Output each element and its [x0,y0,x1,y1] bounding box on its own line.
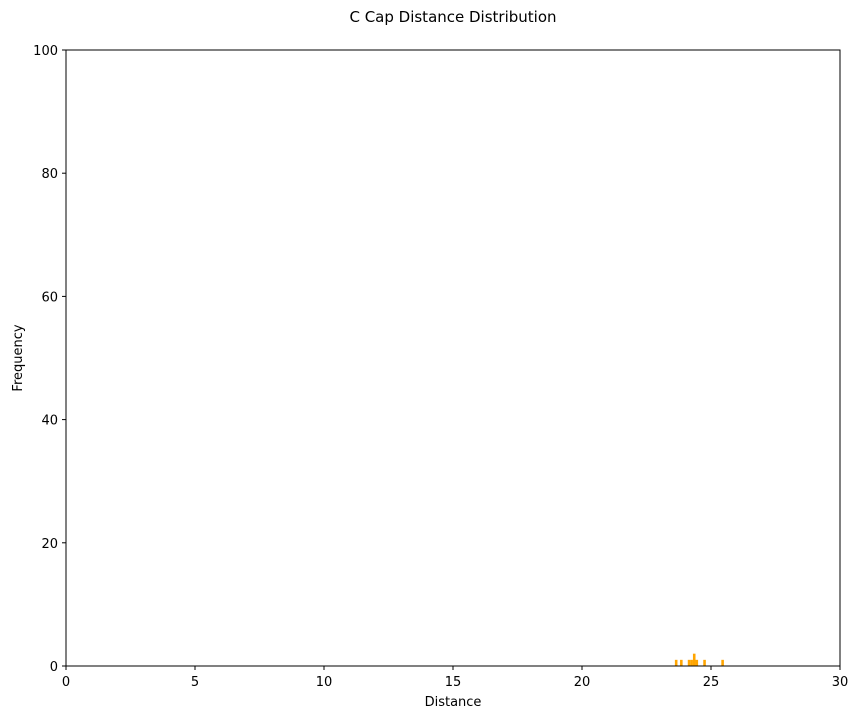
x-tick-label: 20 [574,675,591,690]
y-axis: 0 20 40 60 80 100 [33,44,66,675]
x-tick-label: 15 [445,675,462,690]
chart-title: C Cap Distance Distribution [349,8,556,26]
histogram-bar [703,659,706,666]
x-tick-label: 10 [316,675,333,690]
x-tick-label: 25 [703,675,720,690]
y-tick-label: 20 [41,537,58,552]
plot-frame [65,49,841,667]
histogram-bar [692,653,696,666]
y-tick-label: 0 [50,660,58,675]
x-axis: 0 5 10 15 20 25 30 [62,666,848,690]
histogram-bar [721,659,724,666]
x-tick-label: 5 [191,675,199,690]
histogram-bar [674,659,678,666]
y-axis-title: Frequency [11,324,26,391]
y-tick-label: 100 [33,44,58,59]
y-tick-label: 40 [41,414,58,429]
histogram-bar [695,659,699,666]
y-tick-label: 80 [41,167,58,182]
x-tick-label: 0 [62,675,70,690]
histogram-bar [687,659,691,666]
y-tick-label: 60 [41,290,58,305]
bars-group [674,653,724,666]
x-axis-title: Distance [425,695,482,710]
histogram-bar [690,659,693,666]
histogram-bar [680,659,683,666]
x-tick-label: 30 [832,675,849,690]
